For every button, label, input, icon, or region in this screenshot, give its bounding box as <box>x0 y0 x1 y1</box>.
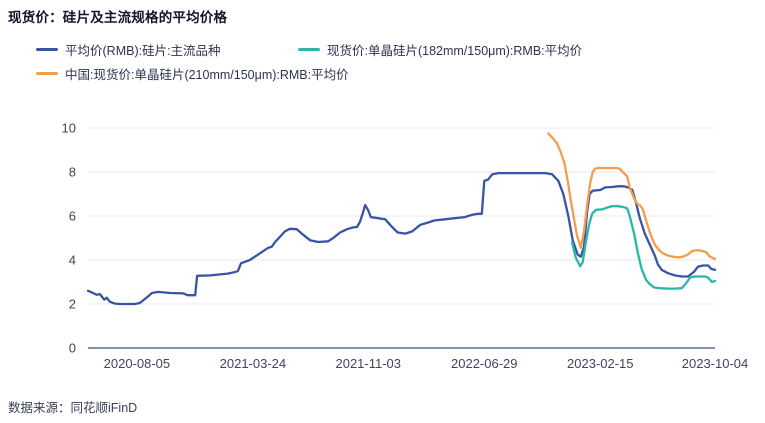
y-tick-label: 10 <box>62 121 76 136</box>
x-tick-label: 2021-11-03 <box>335 356 401 371</box>
legend-item-mainstream: 平均价(RMB):硅片:主流品种 <box>36 40 221 59</box>
y-tick-label: 0 <box>69 341 76 356</box>
x-tick-label: 2023-02-15 <box>567 356 634 371</box>
x-tick-label: 2020-08-05 <box>104 356 171 371</box>
series-line-1 <box>570 204 717 290</box>
legend-label-mainstream: 平均价(RMB):硅片:主流品种 <box>65 44 221 58</box>
legend-swatch-210mm <box>36 71 58 76</box>
y-tick-label: 4 <box>69 253 76 268</box>
series-line-0 <box>86 171 717 306</box>
y-tick-label: 6 <box>69 209 76 224</box>
y-tick-label: 2 <box>69 297 76 312</box>
legend-swatch-182mm <box>298 47 320 52</box>
series-line-2 <box>547 132 717 261</box>
legend-item-210mm: 中国:现货价:单晶硅片(210mm/150μm):RMB:平均价 <box>36 64 349 83</box>
legend-swatch-mainstream <box>36 47 58 52</box>
legend-label-182mm: 现货价:单晶硅片(182mm/150μm):RMB:平均价 <box>327 44 583 58</box>
x-tick-label: 2023-10-04 <box>682 356 749 371</box>
x-tick-label: 2021-03-24 <box>220 356 287 371</box>
legend-label-210mm: 中国:现货价:单晶硅片(210mm/150μm):RMB:平均价 <box>65 68 349 82</box>
y-tick-label: 8 <box>69 165 76 180</box>
x-tick-label: 2022-06-29 <box>451 356 518 371</box>
data-source: 数据来源：同花顺iFinD <box>8 401 138 415</box>
page-title: 现货价：硅片及主流规格的平均价格 <box>8 10 228 25</box>
legend-item-182mm: 现货价:单晶硅片(182mm/150μm):RMB:平均价 <box>298 40 582 59</box>
